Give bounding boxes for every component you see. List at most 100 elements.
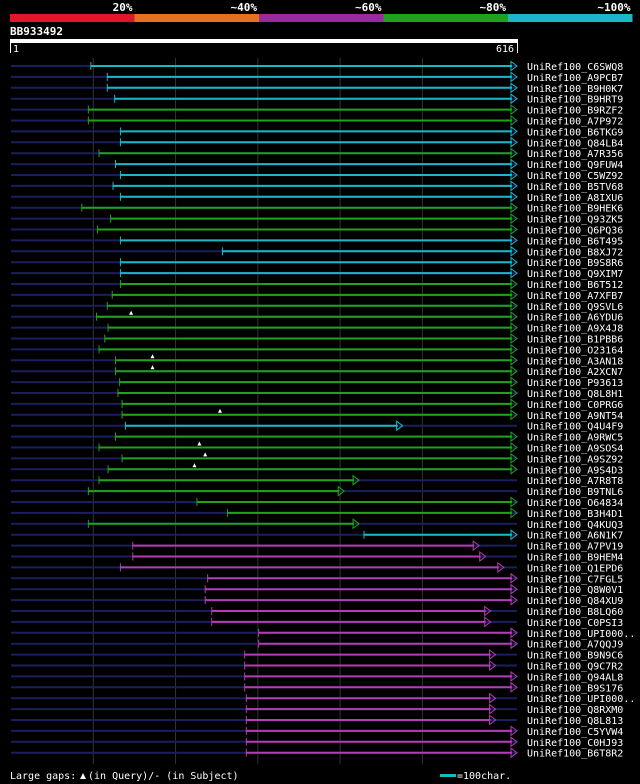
scale-bar [440,774,456,777]
hit-label[interactable]: UniRef100_A7R8T8 [527,476,623,487]
hit-label[interactable]: UniRef100_Q8L813 [527,716,623,727]
hit-label[interactable]: UniRef100_B6T495 [527,236,623,247]
legend-label-2: ~40% [231,1,258,14]
alignment-end-arrow [510,452,518,464]
hit-label[interactable]: UniRef100_A9RWC5 [527,433,623,444]
query-end-tick [517,43,518,53]
query-start-label: 1 [13,44,19,55]
hit-label[interactable]: UniRef100_A9SZ92 [527,454,623,465]
legend-band-4 [383,14,508,22]
alignment-rows: UniRef100_C6SWQ8UniRef100_A9PCB7UniRef10… [11,60,635,760]
alignment-end-arrow [510,71,518,83]
alignment-end-arrow [510,463,518,475]
hit-label[interactable]: UniRef100_A8IXU6 [527,193,623,204]
alignment-end-arrow [510,343,518,355]
hit-label[interactable]: UniRef100_B6T8R2 [527,749,623,760]
query-id[interactable]: BB933492 [10,25,63,38]
hit-label[interactable]: UniRef100_Q4U4F9 [527,422,623,433]
hit-label[interactable]: UniRef100_Q9FUW4 [527,160,623,171]
hit-label[interactable]: UniRef100_O64834 [527,498,623,509]
legend-label-1: 20% [113,1,133,14]
alignment-end-arrow [510,234,518,246]
alignment-end-arrow [510,245,518,257]
alignment-end-arrow [510,670,518,682]
hit-label[interactable]: UniRef100_Q9C7R2 [527,662,623,673]
svg-text:Large gaps:: Large gaps: [10,771,76,782]
hit-label[interactable]: UniRef100_P93613 [527,378,623,389]
hit-label[interactable]: UniRef100_A3AN18 [527,356,623,367]
alignment-end-arrow [510,507,518,519]
hit-label[interactable]: UniRef100_B6TKG9 [527,127,623,138]
hit-label[interactable]: UniRef100_C7FGL5 [527,574,623,585]
hit-label[interactable]: UniRef100_C0PSI3 [527,618,623,629]
alignment-end-arrow [510,311,518,323]
hit-label[interactable]: UniRef100_A6YDU6 [527,313,623,324]
hit-label[interactable]: UniRef100_Q1EPD6 [527,563,623,574]
gap-marker-icon [80,773,86,779]
alignment-end-arrow [510,594,518,606]
hit-label[interactable]: UniRef100_UPI000.. [527,694,635,705]
alignment-end-arrow [510,300,518,312]
hit-label[interactable]: UniRef100_C0PRG6 [527,400,623,411]
hit-label[interactable]: UniRef100_A2XCN7 [527,367,623,378]
alignment-end-arrow [510,725,518,737]
alignment-end-arrow [510,638,518,650]
hit-label[interactable]: UniRef100_B8LQ60 [527,607,623,618]
hit-label[interactable]: UniRef100_C6SWQ8 [527,62,623,73]
hit-label[interactable]: UniRef100_B5TV68 [527,182,623,193]
hit-label[interactable]: UniRef100_B8XJ72 [527,247,623,258]
hit-label[interactable]: UniRef100_B9RZF2 [527,106,623,117]
alignment-end-arrow [396,420,404,432]
alignment-end-arrow [489,714,497,726]
hit-label[interactable]: UniRef100_B9HRT9 [527,95,623,106]
hit-label[interactable]: UniRef100_A9PCB7 [527,73,623,84]
hit-label[interactable]: UniRef100_A6N1K7 [527,531,623,542]
legend-label-3: ~60% [355,1,382,14]
hit-label[interactable]: UniRef100_A7QQJ9 [527,640,623,651]
hit-label[interactable]: UniRef100_A7P972 [527,117,623,128]
alignment-end-arrow [510,289,518,301]
alignment-end-arrow [510,387,518,399]
scale-label: =100char. [457,771,511,782]
hit-label[interactable]: UniRef100_A7PV19 [527,542,623,553]
hit-label[interactable]: UniRef100_Q84LB4 [527,138,623,149]
hit-label[interactable]: UniRef100_B6T512 [527,280,623,291]
hit-label[interactable]: UniRef100_B1PBB6 [527,335,623,346]
hit-label[interactable]: UniRef100_Q84XU9 [527,596,623,607]
hit-label[interactable]: UniRef100_C5WZ92 [527,171,623,182]
hit-label[interactable]: UniRef100_Q94AL8 [527,672,623,683]
hit-label[interactable]: UniRef100_Q4KUQ3 [527,520,623,531]
hit-label[interactable]: UniRef100_A7XFB7 [527,291,623,302]
hit-label[interactable]: UniRef100_B9HEM4 [527,553,623,564]
hit-label[interactable]: UniRef100_A9SOS4 [527,444,623,455]
alignment-end-arrow [510,224,518,235]
hit-label[interactable]: UniRef100_B3H4D1 [527,509,623,520]
alignment-end-arrow [489,649,497,661]
hit-label[interactable]: UniRef100_C0HJ93 [527,738,623,749]
hit-label[interactable]: UniRef100_Q93ZK5 [527,215,623,226]
hit-label[interactable]: UniRef100_B9S176 [527,683,623,694]
hit-label[interactable]: UniRef100_Q9SVL6 [527,302,623,313]
hit-label[interactable]: UniRef100_B9S8R6 [527,258,623,269]
hit-label[interactable]: UniRef100_B9H0K7 [527,84,623,95]
hit-label[interactable]: UniRef100_B9N9C6 [527,651,623,662]
hit-label[interactable]: UniRef100_Q8W0V1 [527,585,623,596]
hit-label[interactable]: UniRef100_A9S4D3 [527,465,623,476]
hit-label[interactable]: UniRef100_Q8RXM0 [527,705,623,716]
hit-label[interactable]: UniRef100_Q9XIM7 [527,269,623,280]
hit-label[interactable]: UniRef100_UPI000.. [527,629,635,640]
gap-marker [192,463,197,468]
hit-label[interactable]: UniRef100_Q8L8H1 [527,389,623,400]
hit-label[interactable]: UniRef100_A9X4J8 [527,324,623,335]
hit-label[interactable]: UniRef100_B9TNL6 [527,487,623,498]
alignment-end-arrow [510,202,518,214]
alignment-end-arrow [510,529,518,541]
hit-label[interactable]: UniRef100_Q6PQ36 [527,226,623,237]
gaps-query-label: (in Query)/ [88,771,154,782]
hit-label[interactable]: UniRef100_O23164 [527,345,623,356]
hit-label[interactable]: UniRef100_C5YVW4 [527,727,623,738]
hit-label[interactable]: UniRef100_A9NT54 [527,411,623,422]
hit-label[interactable]: UniRef100_B9HEK6 [527,204,623,215]
legend-label-4: ~80% [480,1,507,14]
hit-label[interactable]: UniRef100_A7R356 [527,149,623,160]
